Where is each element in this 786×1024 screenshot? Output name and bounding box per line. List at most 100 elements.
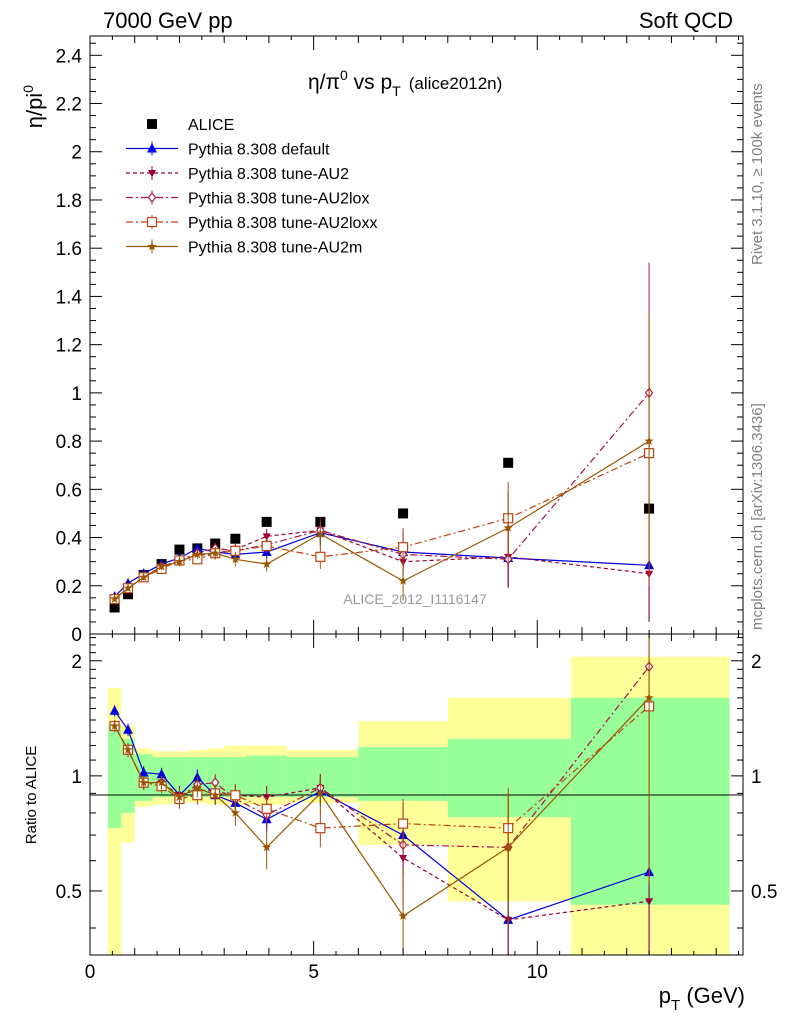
legend-label-au2loxx: Pythia 8.308 tune-AU2loxx <box>188 215 377 232</box>
point-au2loxx <box>315 551 326 562</box>
main-annotation: ALICE_2012_I1116147 <box>343 591 487 607</box>
point-au2m <box>262 842 272 852</box>
legend-label-alice: ALICE <box>188 117 234 134</box>
point-default <box>138 767 149 777</box>
point-au2m <box>644 693 654 702</box>
ratio-axes: 0.5 0.5 1 1 2 2 0 5 10 <box>56 634 777 983</box>
point-alice <box>261 516 272 527</box>
ylabel-sup: 0 <box>20 85 36 93</box>
y-tick-label: 1 <box>71 384 82 405</box>
legend-label-au2: Pythia 8.308 tune-AU2 <box>188 166 349 183</box>
title-mid: vs p <box>348 71 392 94</box>
point-alice <box>123 589 134 600</box>
legend-marker-au2lox <box>147 192 157 203</box>
ratio-y-tick-label-right: 2 <box>751 652 762 673</box>
x-tick-label: 5 <box>308 962 319 983</box>
point-au2 <box>645 898 654 906</box>
y-tick-label: 2.2 <box>56 95 82 116</box>
ylabel-main: η/pi <box>22 93 47 128</box>
y-tick-label: 0.4 <box>56 529 83 550</box>
ratio-xlabel: pT (GeV) <box>659 983 745 1014</box>
point-au2loxx <box>261 803 272 814</box>
point-au2loxx <box>397 818 409 829</box>
side-rivet-label: Rivet 3.1.10, ≥ 100k events <box>749 83 766 265</box>
side-mcplots-label: mcplots.cern.ch [arXiv:1306.3436] <box>749 403 766 630</box>
series-line-default <box>114 532 650 598</box>
ratio-band-inner <box>107 724 122 829</box>
main-marks <box>109 262 655 622</box>
point-au2loxx <box>397 542 409 553</box>
series-line-au2m <box>114 440 650 600</box>
point-default <box>123 724 134 734</box>
point-au2m <box>174 556 184 566</box>
title-sup: 0 <box>340 67 348 83</box>
legend-label-default: Pythia 8.308 default <box>188 142 330 159</box>
ratio-y-tick-label-right: 0.5 <box>751 882 777 903</box>
y-tick-label: 1.4 <box>56 287 83 308</box>
point-au2m <box>110 594 120 603</box>
header-left: 7000 GeV pp <box>103 8 233 33</box>
legend-marker-alice <box>147 119 157 129</box>
point-au2m <box>262 559 272 568</box>
legend-marker-au2m <box>147 241 157 251</box>
series-line-au2loxx <box>114 452 650 600</box>
title-main: η/π <box>308 71 340 94</box>
point-au2m <box>210 790 220 800</box>
legend-marker-au2 <box>148 170 156 178</box>
xlabel-main: p <box>659 983 671 1008</box>
main-title: η/π0 vs pT (alice2012n) <box>308 67 502 99</box>
y-tick-label: 0.6 <box>56 480 82 501</box>
legend-label-au2lox: Pythia 8.308 tune-AU2lox <box>188 191 369 208</box>
point-default <box>192 542 203 553</box>
ratio-band-inner <box>358 746 448 801</box>
point-au2m <box>174 792 184 801</box>
ratio-y-tick-label: 0.5 <box>56 882 82 903</box>
point-default <box>109 705 120 715</box>
x-tick-label: 0 <box>85 962 96 983</box>
series-line-au2 <box>114 529 650 600</box>
legend-marker-au2loxx <box>146 216 158 228</box>
main-plot: 00.20.40.60.811.21.41.61.822.22.4 η/π0 v… <box>20 35 744 646</box>
point-alice <box>230 533 241 544</box>
point-au2m <box>192 549 202 559</box>
point-au2m <box>398 911 408 920</box>
legend-marker-default <box>147 143 157 153</box>
ratio-ylabel: Ratio to ALICE <box>23 746 40 844</box>
point-au2m <box>192 783 202 792</box>
y-tick-label: 1.6 <box>56 239 82 260</box>
point-alice <box>109 602 120 613</box>
point-au2m <box>139 572 149 582</box>
point-au2m <box>503 523 513 532</box>
title-tail: (alice2012n) <box>409 74 503 93</box>
point-au2m <box>110 721 120 730</box>
point-alice <box>503 457 514 468</box>
y-tick-label: 2 <box>71 143 82 164</box>
ratio-marks <box>109 634 655 955</box>
point-alice <box>398 508 409 519</box>
point-default <box>156 768 167 779</box>
ratio-band-inner <box>447 738 571 818</box>
point-au2m <box>123 583 133 593</box>
point-au2m <box>230 554 240 564</box>
point-au2m <box>315 788 325 798</box>
point-au2m <box>157 561 167 571</box>
point-au2m <box>503 842 513 852</box>
point-au2m <box>139 777 149 787</box>
ratio-y-tick-label: 1 <box>71 767 82 788</box>
ratio-y-tick-label-right: 1 <box>751 767 762 788</box>
y-tick-label: 2.4 <box>56 46 83 67</box>
point-au2loxx <box>261 540 272 552</box>
xlabel-sub: T <box>671 997 680 1014</box>
y-tick-label: 0.8 <box>56 432 82 453</box>
ratio-frame <box>89 633 744 956</box>
legend: ALICE Pythia 8.308 default Pythia 8.308 tu… <box>126 117 377 257</box>
main-ylabel: η/pi0 <box>20 85 47 128</box>
legend-label-au2m: Pythia 8.308 tune-AU2m <box>188 240 362 257</box>
xlabel-tail: (GeV) <box>680 983 745 1008</box>
header-right: Soft QCD <box>639 8 733 33</box>
point-au2m <box>315 529 325 538</box>
main-axes: 0 0.2 0.4 0.6 0.8 1 1.2 1.4 1.6 1.8 2 2.2 2.4 <box>56 36 743 646</box>
ratio-bands <box>107 656 730 955</box>
point-alice <box>174 544 185 555</box>
